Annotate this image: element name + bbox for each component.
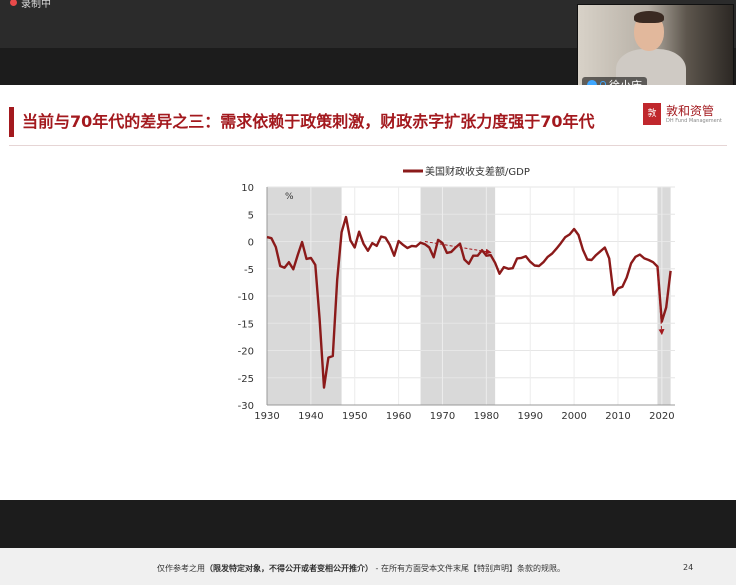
y-tick-label: 0 xyxy=(248,238,254,249)
slide-footer: 仅作参考之用（限发特定对象，不得公开或者变相公开推介） - 在所有方面受本文件末… xyxy=(0,548,736,585)
logo-mark-icon: 敦 xyxy=(643,103,661,125)
title-divider xyxy=(9,145,727,146)
x-tick-label: 2000 xyxy=(561,411,586,422)
y-tick-label: -30 xyxy=(238,401,254,412)
x-tick-label: 1970 xyxy=(430,411,455,422)
slide-title: 当前与70年代的差异之三：需求依赖于政策刺激，财政赤字扩张力度强于70年代 xyxy=(22,112,595,131)
trend-arrow xyxy=(656,265,665,336)
recording-label: 录制中 xyxy=(21,0,51,10)
x-tick-label: 2010 xyxy=(605,411,630,422)
x-tick-label: 1980 xyxy=(474,411,499,422)
record-dot-icon xyxy=(10,0,17,6)
y-tick-label: -5 xyxy=(244,265,254,276)
y-tick-label: -15 xyxy=(238,319,254,330)
logo-subtext: DH Fund Management xyxy=(666,117,722,124)
company-logo: 敦 敦和资管 DH Fund Management xyxy=(643,103,722,125)
x-tick-label: 2020 xyxy=(649,411,674,422)
y-tick-label: 10 xyxy=(241,183,254,194)
y-tick-label: -20 xyxy=(238,347,254,358)
meeting-bottom-bar xyxy=(0,500,736,514)
page-number: 24 xyxy=(683,563,694,572)
recording-indicator: 录制中 xyxy=(10,0,51,10)
legend-label: 美国财政收支差额/GDP xyxy=(425,165,530,178)
disclaimer-prefix: 仅作参考之用 xyxy=(157,564,205,573)
disclaimer-suffix: - 在所有方面受本文件末尾【特别声明】条款的规限。 xyxy=(373,564,565,573)
x-tick-label: 1930 xyxy=(254,411,279,422)
series-line xyxy=(266,215,672,389)
y-tick-label: -10 xyxy=(238,292,254,303)
shared-slide: 当前与70年代的差异之三：需求依赖于政策刺激，财政赤字扩张力度强于70年代 敦 … xyxy=(0,85,736,585)
title-accent-bar xyxy=(9,107,14,137)
unit-label: % xyxy=(285,192,294,202)
trend-arrow xyxy=(424,241,492,255)
y-tick-label: 5 xyxy=(248,210,254,221)
x-tick-label: 1940 xyxy=(298,411,323,422)
x-tick-label: 1950 xyxy=(342,411,367,422)
y-tick-label: -25 xyxy=(238,374,254,385)
logo-text: 敦和资管 xyxy=(666,103,715,118)
disclaimer: 仅作参考之用（限发特定对象，不得公开或者变相公开推介） - 在所有方面受本文件末… xyxy=(157,563,565,574)
x-tick-label: 1990 xyxy=(517,411,542,422)
x-tick-label: 1960 xyxy=(386,411,411,422)
participant-video[interactable]: 徐小庆 xyxy=(577,4,734,97)
disclaimer-bold: （限发特定对象，不得公开或者变相公开推介） xyxy=(205,564,373,573)
